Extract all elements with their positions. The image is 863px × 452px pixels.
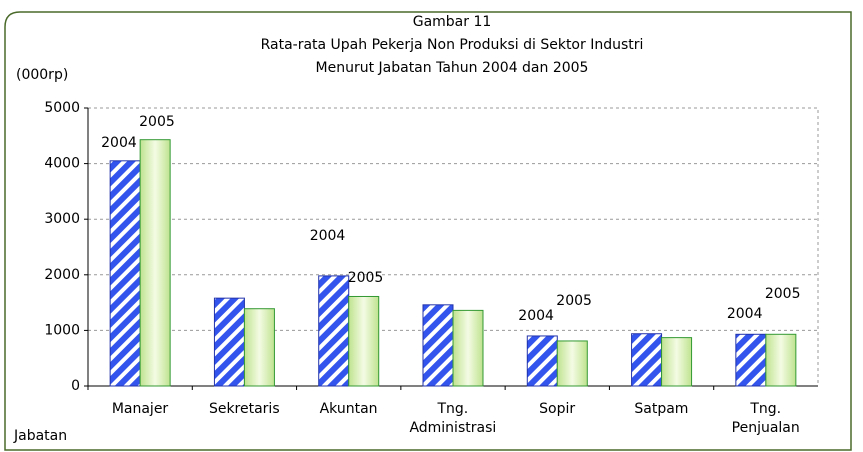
y-tick-label: 4000	[44, 156, 80, 172]
bar	[109, 160, 141, 387]
x-tick-label: Sopir	[539, 401, 576, 417]
title-line: Rata-rata Upah Pekerja Non Produksi di S…	[261, 37, 644, 53]
x-axis-label: Jabatan	[13, 428, 67, 444]
bar	[422, 304, 454, 387]
y-axis-label: (000rp)	[16, 67, 68, 83]
title-line: Gambar 11	[413, 14, 492, 30]
bar	[526, 335, 558, 387]
bar	[661, 337, 693, 387]
annotation: 2004	[309, 227, 346, 244]
bar	[452, 309, 484, 387]
bar	[735, 333, 767, 387]
annotation: 2005	[139, 113, 175, 130]
bar	[348, 295, 380, 387]
frame	[4, 11, 852, 451]
annotation: 2004	[518, 307, 554, 324]
y-tick-label: 1000	[44, 322, 80, 338]
y-tick-label: 2000	[44, 267, 80, 283]
y-tick-label: 0	[71, 378, 80, 394]
bar	[213, 297, 245, 387]
bar	[243, 308, 275, 387]
y-tick-label: 3000	[44, 211, 80, 227]
x-tick-label: Tng. Penjualan	[731, 401, 800, 436]
x-tick-label: Akuntan	[319, 401, 378, 417]
title-line: Menurut Jabatan Tahun 2004 dan 2005	[316, 60, 589, 76]
x-tick-label: Satpam	[634, 401, 689, 417]
bar	[556, 340, 588, 387]
x-tick-label: Sekretaris	[208, 401, 280, 417]
bar	[139, 139, 171, 387]
x-tick-label: Tng. Administrasi	[409, 401, 497, 436]
bar	[765, 333, 797, 387]
annotation: 2004	[726, 306, 763, 323]
annotation: 2004	[101, 134, 137, 151]
bar	[631, 333, 663, 387]
x-tick-label: Manajer	[111, 401, 169, 417]
annotation: 2005	[347, 270, 384, 287]
bar	[318, 275, 350, 387]
y-tick-label: 5000	[44, 100, 80, 116]
annotation: 2005	[764, 286, 801, 303]
annotation: 2005	[556, 292, 592, 309]
